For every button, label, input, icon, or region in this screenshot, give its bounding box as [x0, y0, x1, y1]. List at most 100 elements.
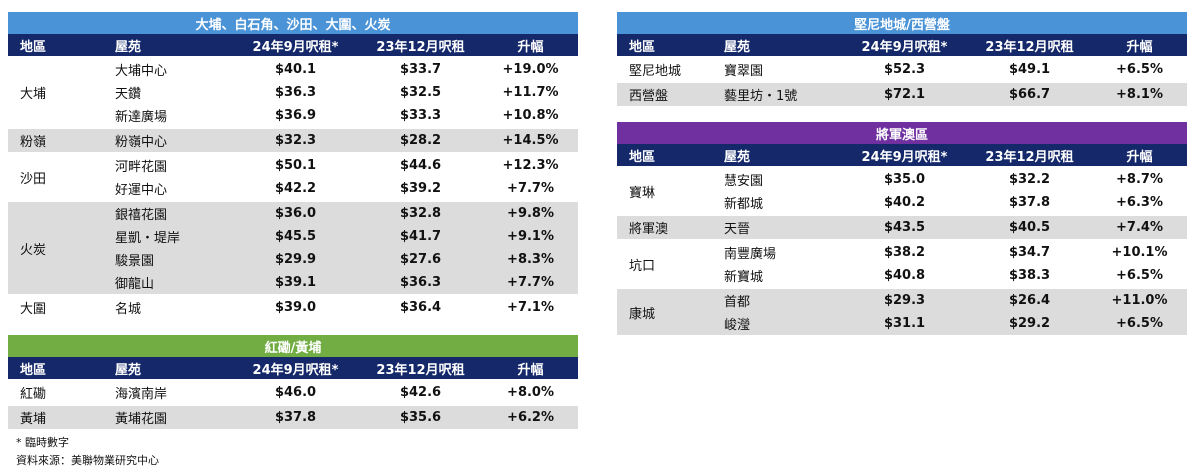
district-cell: 寶琳: [617, 166, 712, 215]
estate-cell: 新寶城: [724, 270, 764, 285]
column-header: 23年12月呎租: [967, 144, 1092, 168]
value-cell: $35.6: [358, 404, 483, 429]
table-row: 黃埔 黃埔花園 $37.8 $35.6 +6.2%: [8, 404, 579, 429]
table-row: 新達廣場 $36.9 $33.3 +10.8%: [8, 104, 578, 128]
value-cell: $33.7: [358, 56, 483, 81]
value-cell: $46.0: [233, 379, 358, 405]
value-cell: $36.0: [233, 200, 358, 225]
value-cell: +14.5%: [483, 127, 579, 153]
value-cell: +9.8%: [483, 200, 579, 225]
data-table: 將軍澳區 地區 屋苑 24年9月呎租* 23年12月呎租 升幅 寶琳 慧安園 $35.0 $32.…: [617, 122, 1188, 335]
column-header: 升幅: [483, 34, 579, 58]
column-header: 23年12月呎租: [358, 357, 483, 381]
value-cell: +7.4%: [1092, 214, 1188, 240]
title-row: 紅磡/黃埔: [8, 335, 579, 357]
value-cell: $52.3: [842, 56, 967, 82]
value-cell: $35.0: [842, 166, 967, 191]
value-cell: $40.2: [883, 195, 926, 210]
column-header: 升幅: [1092, 34, 1187, 58]
estate-cell: 御龍山: [103, 271, 233, 295]
value-cell: +9.1%: [483, 225, 579, 248]
value-cell: +8.1%: [1092, 81, 1187, 106]
estate-cell: 慧安園: [712, 166, 842, 191]
column-header: 屋苑: [712, 34, 842, 58]
column-header: 升幅: [1092, 144, 1188, 168]
value-cell: $72.1: [842, 81, 967, 106]
value-cell: +6.5%: [1092, 312, 1188, 335]
district-cell: 紅磡: [8, 379, 103, 405]
value-cell: +19.0%: [483, 56, 579, 81]
value-cell: $31.1: [842, 312, 967, 335]
district-cell: 將軍澳: [617, 214, 712, 240]
table-row: 大圍 名城 $39.0 $36.4 +7.1%: [8, 294, 579, 319]
column-header: 地區: [617, 34, 712, 58]
value-cell: +7.7%: [483, 271, 579, 295]
district-cell: 康城: [617, 287, 712, 335]
header-row: 地區 屋苑 24年9月呎租* 23年12月呎租 升幅: [617, 34, 1187, 58]
district-cell: 西營盤: [617, 81, 712, 106]
estate-cell: 好運中心: [115, 183, 168, 198]
value-cell: $36.3: [358, 271, 483, 295]
footnote: 資料來源：美聯物業研究中心: [16, 454, 159, 467]
table-row: 坑口 南豐廣場 $38.2 $34.7 +10.1%: [617, 239, 1188, 288]
table-row: 康城 首都 $29.3 $26.4 +11.0%: [617, 287, 1188, 335]
estate-cell: 海濱南岸: [103, 379, 233, 405]
value-cell: $26.4: [967, 287, 1092, 312]
value-cell: +11.0%: [1092, 287, 1188, 312]
column-header: 23年12月呎租: [967, 34, 1092, 58]
table-title: 大埔、白石角、沙田、大圍、火炭: [8, 12, 579, 34]
estate-cell: 黃埔花園: [103, 404, 233, 429]
column-header: 屋苑: [103, 357, 233, 381]
value-cell: $49.1: [967, 56, 1092, 82]
value-cell: $32.5: [399, 85, 442, 100]
value-cell: $40.8: [883, 268, 926, 283]
value-cell: +6.5%: [1092, 56, 1187, 82]
column-header: 地區: [617, 144, 712, 168]
table-row: 粉嶺 粉嶺中心 $32.3 $28.2 +14.5%: [8, 127, 579, 153]
table-row: 好運中心 $42.2 $39.2 +7.7%: [8, 177, 578, 201]
table-row: 紅磡 海濱南岸 $46.0 $42.6 +8.0%: [8, 379, 579, 405]
estate-cell: 河畔花園: [103, 152, 233, 177]
value-cell: $29.3: [842, 287, 967, 312]
value-cell: $38.3: [1008, 268, 1051, 283]
district-cell: 堅尼地城: [617, 56, 712, 82]
column-header: 24年9月呎租*: [233, 34, 358, 58]
value-cell: $32.8: [358, 200, 483, 225]
value-cell: +8.7%: [1092, 166, 1188, 191]
value-cell: $33.3: [399, 108, 442, 123]
estate-cell: 大埔中心: [103, 56, 233, 81]
estate-cell: 銀禧花園: [103, 200, 233, 225]
estate-cell: 峻瀅: [712, 312, 842, 335]
value-cell: $66.7: [967, 81, 1092, 106]
footnote: * 臨時數字: [16, 436, 69, 449]
value-cell: $34.7: [967, 239, 1092, 264]
column-header: 地區: [8, 357, 103, 381]
district-cell: 黃埔: [8, 404, 103, 429]
value-cell: +7.1%: [483, 294, 579, 319]
table-row: 西營盤 藝里坊・1號 $72.1 $66.7 +8.1%: [617, 81, 1187, 106]
value-cell: +11.7%: [502, 85, 559, 100]
estate-cell: 南豐廣場: [712, 239, 842, 264]
value-cell: +6.2%: [483, 404, 579, 429]
district-cell: 粉嶺: [8, 127, 103, 153]
table-row: 沙田 河畔花園 $50.1 $44.6 +12.3%: [8, 152, 579, 201]
value-cell: $37.8: [233, 404, 358, 429]
district-cell: 沙田: [8, 152, 103, 201]
value-cell: $29.9: [233, 248, 358, 271]
estate-cell: 天鑽: [115, 87, 142, 102]
value-cell: $29.2: [967, 312, 1092, 335]
value-cell: +6.5%: [1116, 268, 1163, 283]
table-row: 新都城 $40.2 $37.8 +6.3%: [617, 191, 1187, 215]
value-cell: $38.2: [842, 239, 967, 264]
value-cell: $42.6: [358, 379, 483, 405]
value-cell: $27.6: [358, 248, 483, 271]
column-header: 升幅: [483, 357, 579, 381]
value-cell: $32.2: [967, 166, 1092, 191]
value-cell: $44.6: [358, 152, 483, 177]
header-row: 地區 屋苑 24年9月呎租* 23年12月呎租 升幅: [617, 144, 1188, 168]
column-header: 24年9月呎租*: [842, 34, 967, 58]
district-cell: 坑口: [617, 239, 712, 288]
value-cell: $36.4: [358, 294, 483, 319]
estate-cell: 新達廣場: [115, 110, 168, 125]
